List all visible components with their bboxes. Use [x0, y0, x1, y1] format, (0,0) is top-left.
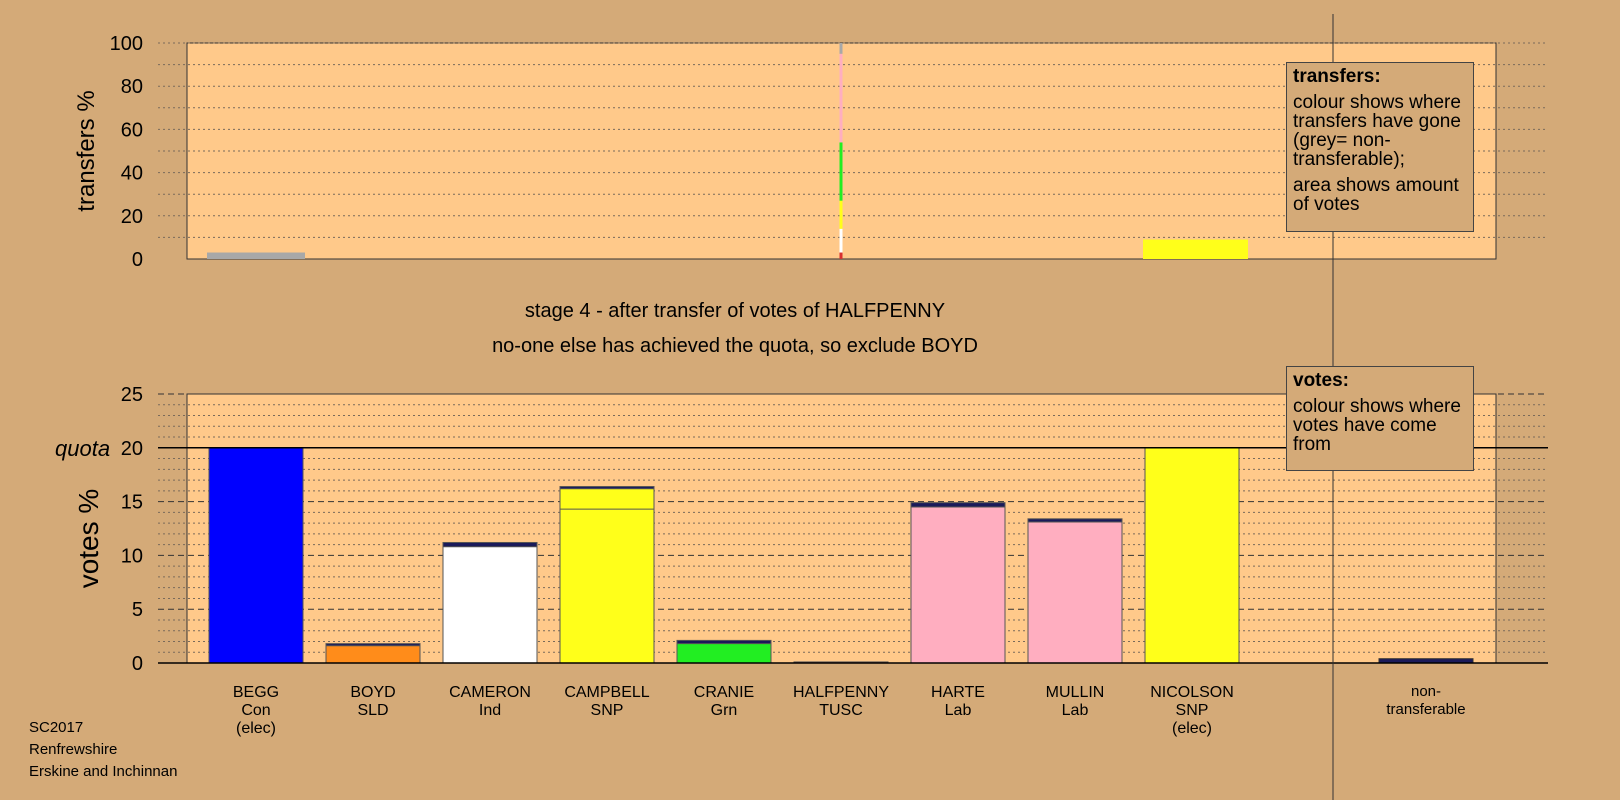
transfer-stack-segment: [839, 142, 843, 201]
votes-y-axis-label: votes %: [73, 489, 104, 589]
candidate-party-label: SNP: [1176, 702, 1209, 719]
vote-bar-segment-begg: [209, 447, 303, 663]
candidate-party-label: Ind: [479, 702, 501, 719]
transfers-y-tick-label: 80: [121, 76, 143, 98]
candidate-party-label: Lab: [945, 702, 972, 719]
transfers-y-tick-label: 60: [121, 119, 143, 141]
candidate-name-label: HALFPENNY: [793, 684, 889, 701]
vote-bar-segment-campbell: [560, 486, 654, 489]
transfers-y-tick-label: 100: [110, 33, 143, 55]
stage-description: stage 4 - after transfer of votes of HAL…: [524, 300, 946, 322]
vote-bar-segment-cranie: [677, 640, 771, 644]
candidate-name-label: HARTE: [931, 684, 985, 701]
candidate-party-label: Lab: [1062, 702, 1089, 719]
candidate-name-label: MULLIN: [1046, 684, 1105, 701]
quota-label: quota: [55, 436, 110, 461]
nontransferable-label-line2: transferable: [1386, 701, 1465, 718]
candidate-name-label: BEGG: [233, 684, 279, 701]
candidate-name-label: BOYD: [350, 684, 395, 701]
candidate-status-label: (elec): [1172, 720, 1212, 737]
candidate-party-label: SLD: [357, 702, 388, 719]
transfers-legend-area-note: area shows amount of votes: [1293, 175, 1459, 215]
votes-y-tick-label: 10: [121, 545, 143, 567]
transfers-legend: transfers: colour shows where transfers …: [1286, 62, 1474, 232]
votes-y-tick-label: 15: [121, 492, 143, 514]
nontransferable-label-line1: non-: [1411, 683, 1441, 700]
votes-y-tick-label: 5: [132, 599, 143, 621]
transfer-bar-begg: [207, 252, 305, 259]
vote-bar-segment-cameron: [443, 542, 537, 547]
vote-bar-segment-mullin: [1028, 522, 1122, 663]
candidate-party-label: SNP: [591, 702, 624, 719]
transfers-y-axis-label: transfers %: [73, 90, 100, 211]
vote-bar-segment-mullin: [1028, 518, 1122, 523]
votes-plot-area: [186, 393, 1497, 664]
candidate-name-label: CRANIE: [694, 684, 754, 701]
council-label: Renfrewshire: [29, 741, 118, 758]
vote-bar-segment-cameron: [443, 546, 537, 663]
transfer-stack-segment: [839, 228, 843, 253]
candidate-name-label: CAMPBELL: [564, 684, 649, 701]
vote-bar-segment-boyd: [326, 643, 420, 646]
candidate-party-label: TUSC: [819, 702, 863, 719]
vote-bar-segment-harte: [911, 502, 1005, 507]
transfer-bar-nicolson: [1143, 239, 1248, 259]
votes-legend-title: votes:: [1293, 370, 1349, 391]
vote-bar-segment-campbell: [560, 488, 654, 510]
vote-bar-segment-harte: [911, 506, 1005, 663]
votes-legend-colour-note: colour shows where votes have come from: [1293, 396, 1461, 455]
vote-bar-segment-boyd: [326, 645, 420, 663]
vote-bar-segment-cranie: [677, 643, 771, 663]
candidate-party-label: Grn: [711, 702, 738, 719]
transfer-stack-segment: [839, 252, 843, 259]
transfers-legend-title: transfers:: [1293, 66, 1381, 87]
votes-legend: votes: colour shows where votes have com…: [1286, 366, 1474, 471]
transfer-stack-segment: [839, 43, 843, 54]
votes-y-tick-label: 20: [121, 438, 143, 460]
candidate-party-label: Con: [241, 702, 270, 719]
transfers-legend-colour-note: colour shows where transfers have gone (…: [1293, 92, 1461, 170]
transfer-stack-segment: [839, 53, 843, 143]
ward-label: Erskine and Inchinnan: [29, 763, 178, 780]
vote-bar-segment-nicolson: [1145, 447, 1239, 663]
vote-bar-segment-campbell: [560, 509, 654, 663]
candidate-status-label: (elec): [236, 720, 276, 737]
transfers-y-tick-label: 20: [121, 206, 143, 228]
votes-y-tick-label: 0: [132, 653, 143, 675]
transfer-stack-segment: [839, 200, 843, 229]
election-label: SC2017: [29, 719, 84, 736]
candidate-name-label: CAMERON: [449, 684, 531, 701]
stage-action: no-one else has achieved the quota, so e…: [492, 335, 978, 357]
votes-y-tick-label: 25: [121, 384, 143, 406]
transfers-y-tick-label: 0: [132, 249, 143, 271]
transfers-y-tick-label: 40: [121, 163, 143, 185]
candidate-name-label: NICOLSON: [1150, 684, 1234, 701]
